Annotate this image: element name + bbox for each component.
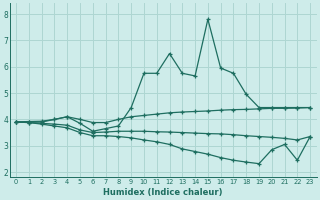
X-axis label: Humidex (Indice chaleur): Humidex (Indice chaleur) — [103, 188, 223, 197]
